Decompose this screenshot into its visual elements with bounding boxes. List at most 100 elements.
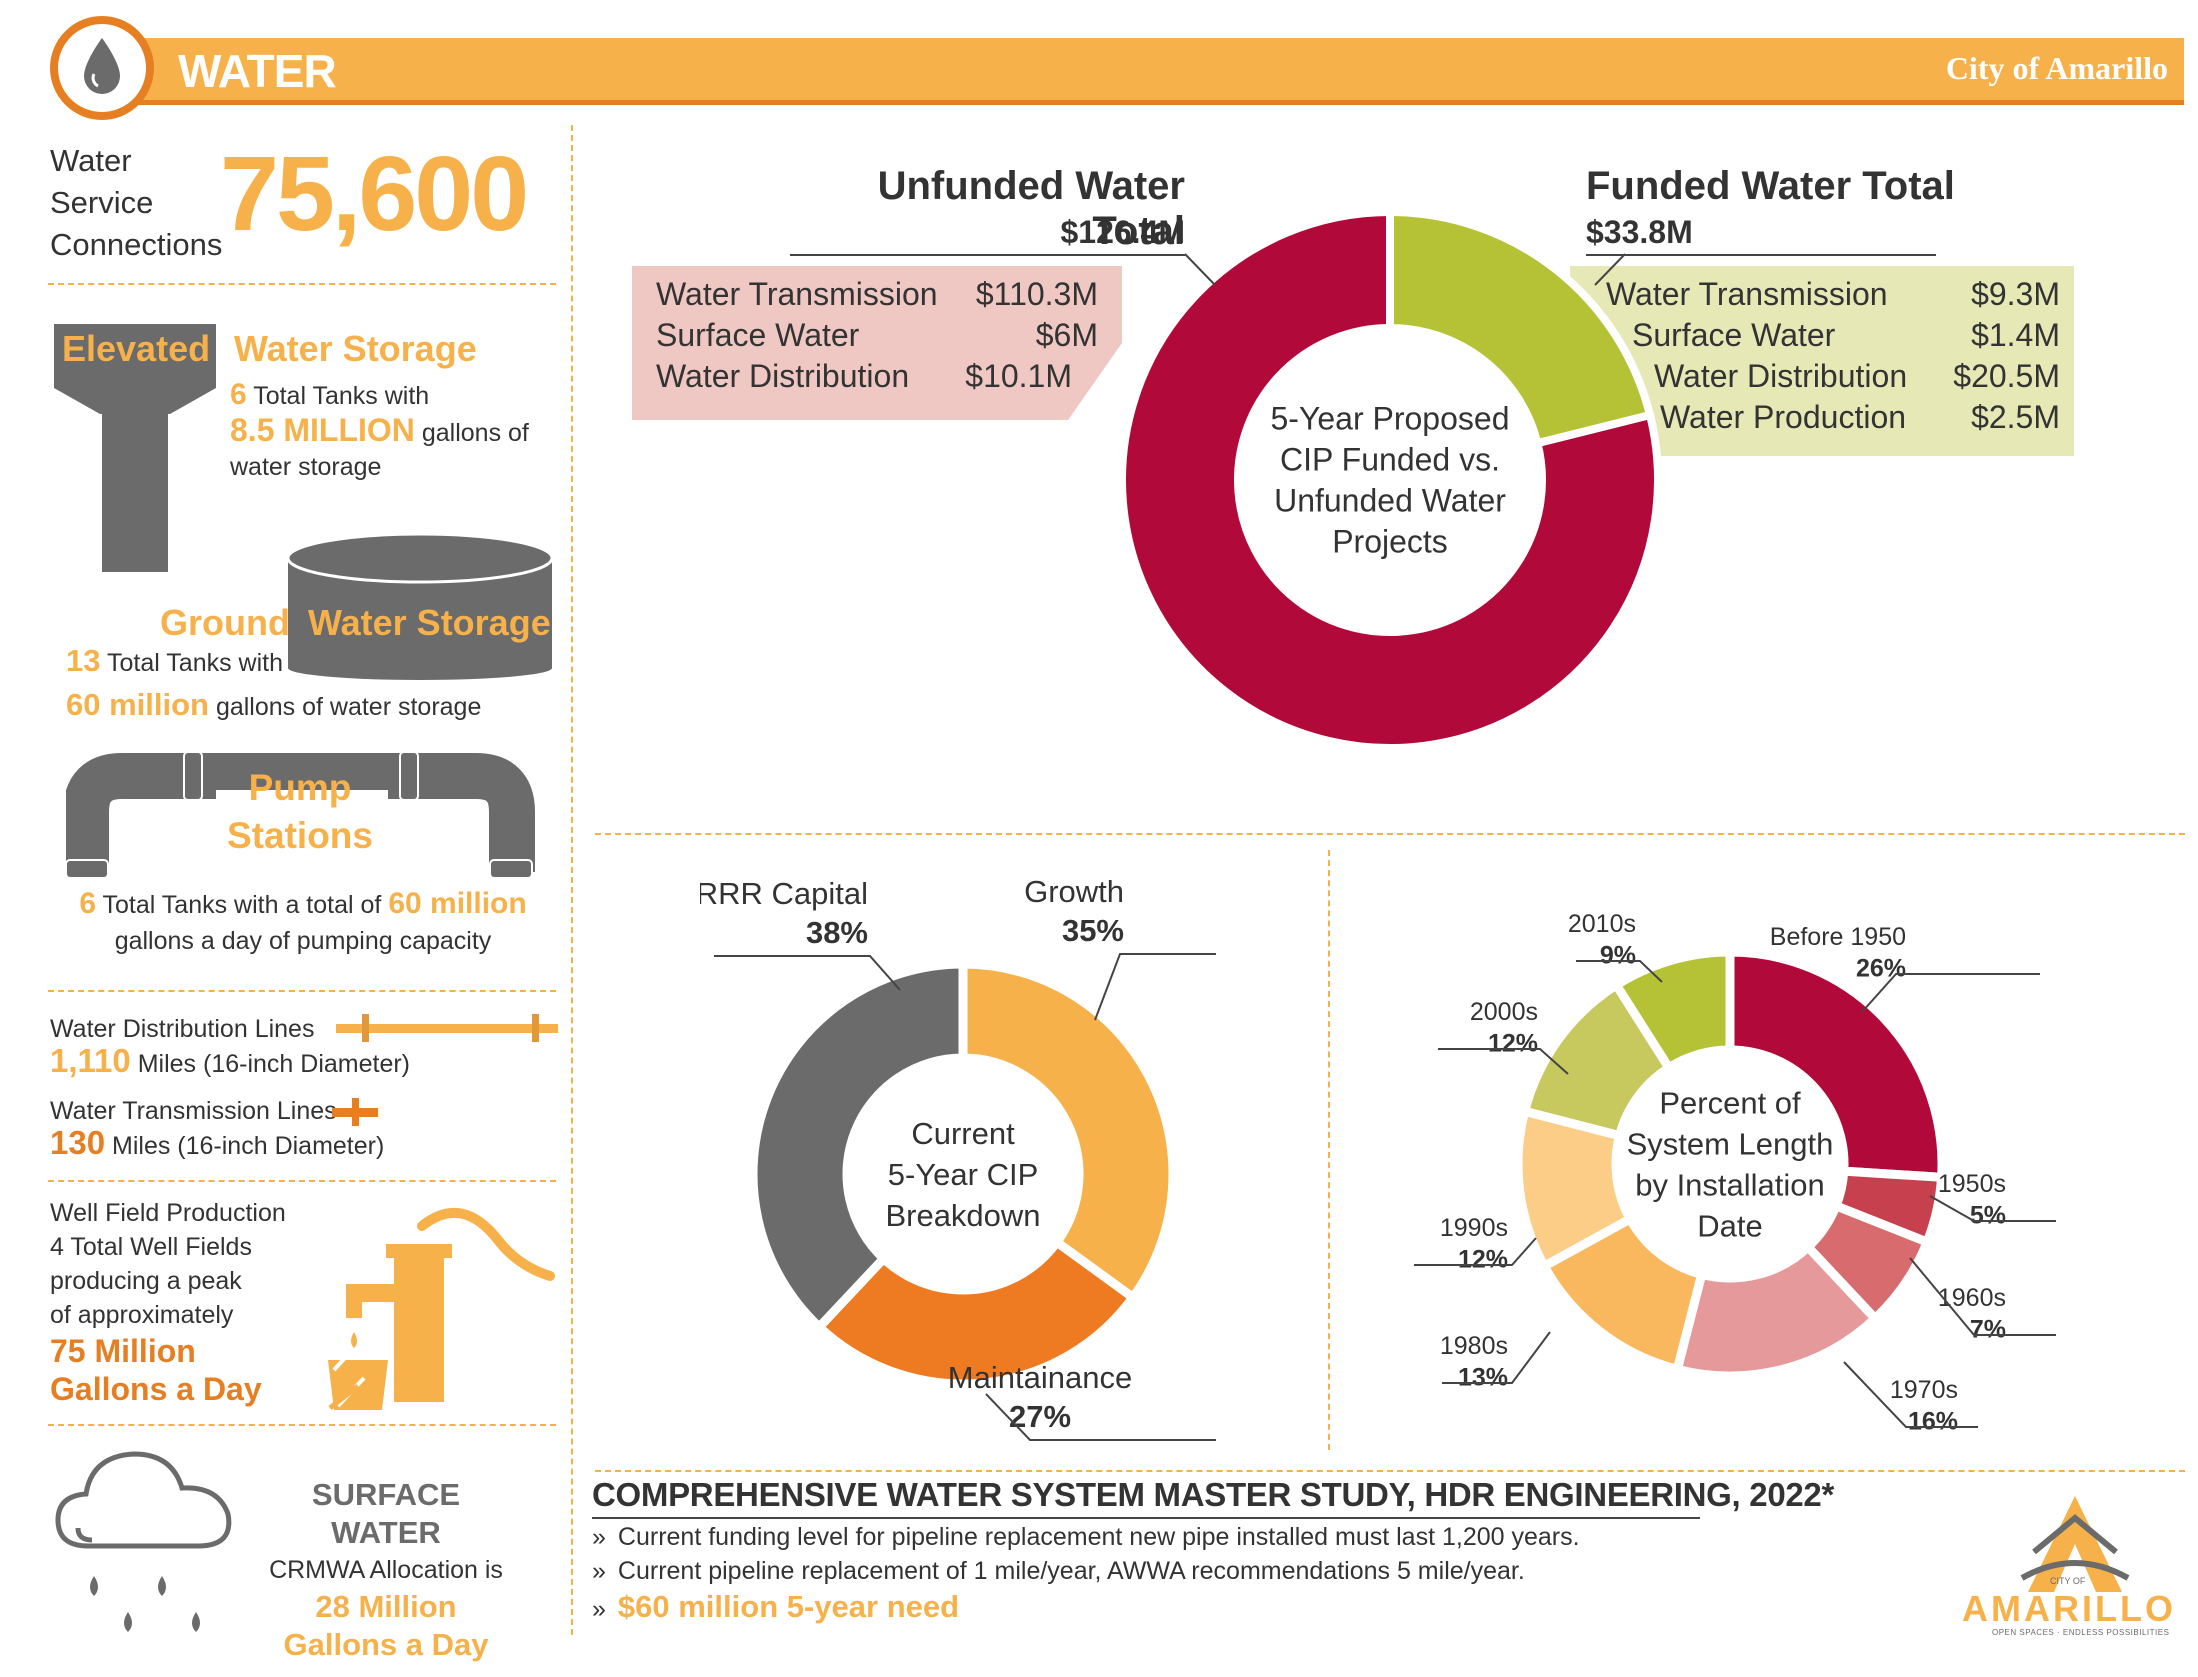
slice-percent: 9% <box>1600 941 1636 969</box>
surface-amount-1: 28 Million <box>315 1589 457 1624</box>
surface-title: SURFACE WATER <box>311 1477 461 1550</box>
donut-center-text: by Installation <box>1635 1167 1825 1202</box>
distribution-value: 1,110 <box>50 1042 131 1079</box>
leader-line <box>1576 960 1663 983</box>
funded-item-name: Water Transmission <box>1606 276 1888 312</box>
footer-bullets: » Current funding level for pipeline repl… <box>592 1520 1580 1626</box>
slice-label: Before 1950 <box>1770 923 1906 951</box>
well-line2: 4 Total Well Fields <box>50 1233 252 1261</box>
elevated-title: Water Storage <box>234 328 477 369</box>
left-divider-1 <box>48 283 556 285</box>
surface-line1: CRMWA Allocation is <box>269 1556 503 1584</box>
donut-slice-rrr-capital <box>748 959 968 1334</box>
slice-label: 1990s <box>1440 1214 1508 1242</box>
ground-line2: gallons of water storage <box>215 693 482 721</box>
header-city: City of Amarillo <box>1945 50 2168 86</box>
donut-center-text: System Length <box>1627 1126 1834 1161</box>
pump-line2: gallons a day of pumping capacity <box>114 927 492 955</box>
well-line4: of approximately <box>50 1301 234 1329</box>
elevated-text: 6 Total Tanks with 8.5 MILLION gallons o… <box>230 378 560 484</box>
slice-label: Maintainance <box>948 1360 1132 1395</box>
funded-item-value: $2.5M <box>1971 399 2060 435</box>
transmission-line-icon <box>332 1098 378 1126</box>
vertical-divider-bottom <box>1328 850 1330 1450</box>
ground-title: Water Storage <box>308 602 551 643</box>
slice-label: 1980s <box>1440 1332 1508 1360</box>
donut-center-text: Percent of <box>1659 1085 1801 1120</box>
leader-line <box>1909 1257 2056 1336</box>
logo-tagline: OPEN SPACES · ENDLESS POSSIBILITIES <box>1992 1628 2170 1637</box>
connections-label-2: Service <box>50 185 154 220</box>
age-donut-chart: Percent of System Length by Installation Da… <box>1414 910 2056 1435</box>
unfunded-box <box>632 266 1122 420</box>
connections-label-1: Water <box>50 143 132 178</box>
unfunded-item-value: $6M <box>1035 317 1098 353</box>
pump-title: Pump Stations <box>200 764 400 860</box>
transmission-value-row: 130 Miles (16-inch Diameter) <box>50 1126 384 1163</box>
leader-line <box>1843 1361 1978 1428</box>
distribution-unit: Miles (16-inch Diameter) <box>137 1050 411 1078</box>
unfunded-item-value: $10.1M <box>965 358 1072 394</box>
elevated-line3: water storage <box>230 453 382 481</box>
donut-slice-maintainance <box>812 1235 1140 1389</box>
unfunded-total: $126.4M <box>1060 214 1185 250</box>
leader-line <box>1414 1237 1537 1266</box>
donut-center-text: 5-Year CIP <box>888 1157 1039 1192</box>
funded-rule <box>1586 254 1936 256</box>
footer-bullet-text: Current funding level for pipeline repla… <box>617 1523 1580 1551</box>
slice-percent: 12% <box>1488 1029 1538 1057</box>
funded-item-name: Water Distribution <box>1654 358 1908 394</box>
left-divider-3 <box>48 1180 556 1182</box>
unfunded-item-value: $110.3M <box>975 276 1098 312</box>
pump-text: 6 Total Tanks with a total of 60 million… <box>48 886 558 959</box>
ground-count: 13 <box>66 643 101 678</box>
funded-item-name: Surface Water <box>1632 317 1836 353</box>
funding-donut-chart: 5-Year Proposed CIP Funded vs. Unfunded Wa… <box>1118 210 1662 752</box>
elevated-tag: Elevated <box>62 328 211 369</box>
donut-center-text: Unfunded Water <box>1274 483 1506 519</box>
pipe-icon <box>66 752 535 879</box>
slice-label: 1950s <box>1938 1170 2006 1198</box>
slice-label: 1960s <box>1938 1284 2006 1312</box>
rain-cloud-icon <box>55 1451 232 1632</box>
transmission-label: Water Transmission Lines <box>50 1097 337 1125</box>
well-text: Well Field Production 4 Total Well Field… <box>50 1196 286 1408</box>
footer-title-rule <box>592 1517 1700 1519</box>
slice-percent: 13% <box>1458 1363 1508 1391</box>
header-title: WATER <box>178 45 337 97</box>
slice-label: 2000s <box>1470 998 1538 1026</box>
cip-donut-chart: Current 5-Year CIP Breakdown RRR Capital 38%… <box>700 880 1216 1441</box>
slice-percent: 35% <box>1062 913 1124 948</box>
unfunded-item: Surface Water $6M <box>656 315 1158 356</box>
left-divider-4 <box>48 1424 556 1426</box>
leader-line <box>1442 1331 1551 1384</box>
donut-slice-unfunded-water-total <box>1118 210 1662 752</box>
funded-total: $33.8M <box>1586 214 1693 250</box>
water-drop-badge <box>50 16 154 120</box>
header-underline <box>110 100 2184 105</box>
funded-item: Water Production $2.5M <box>1606 397 2060 438</box>
water-pump-icon <box>328 1207 555 1410</box>
funded-title: Funded Water Total <box>1586 164 1955 208</box>
bullet-marker: » <box>592 1557 606 1585</box>
footer-bullet-text: $60 million 5-year need <box>617 1589 960 1624</box>
well-amount-1: 75 Million <box>50 1333 196 1369</box>
water-drop-icon <box>84 38 120 94</box>
connections-label-3: Connections <box>50 227 223 262</box>
slice-percent: 12% <box>1458 1245 1508 1273</box>
transmission-unit: Miles (16-inch Diameter) <box>112 1132 385 1160</box>
unfunded-title: Unfunded Water Total <box>877 164 1185 253</box>
donut-center-text: Breakdown <box>885 1198 1040 1233</box>
funded-item: Surface Water $1.4M <box>1606 315 2060 356</box>
leader-line <box>1861 973 2040 1013</box>
slice-label: Growth <box>1024 880 1124 909</box>
slice-label: RRR Capital <box>700 880 868 911</box>
slice-label: 2010s <box>1568 910 1636 938</box>
leader-line <box>1094 953 1216 1021</box>
bullet-marker: » <box>592 1523 606 1551</box>
transmission-value: 130 <box>50 1124 106 1161</box>
amarillo-logo-icon <box>2020 1496 2130 1592</box>
ground-text: 13 Total Tanks with 60 million gallons o… <box>66 640 546 728</box>
bullet-marker: » <box>592 1595 606 1623</box>
leader-line <box>1184 253 1216 286</box>
